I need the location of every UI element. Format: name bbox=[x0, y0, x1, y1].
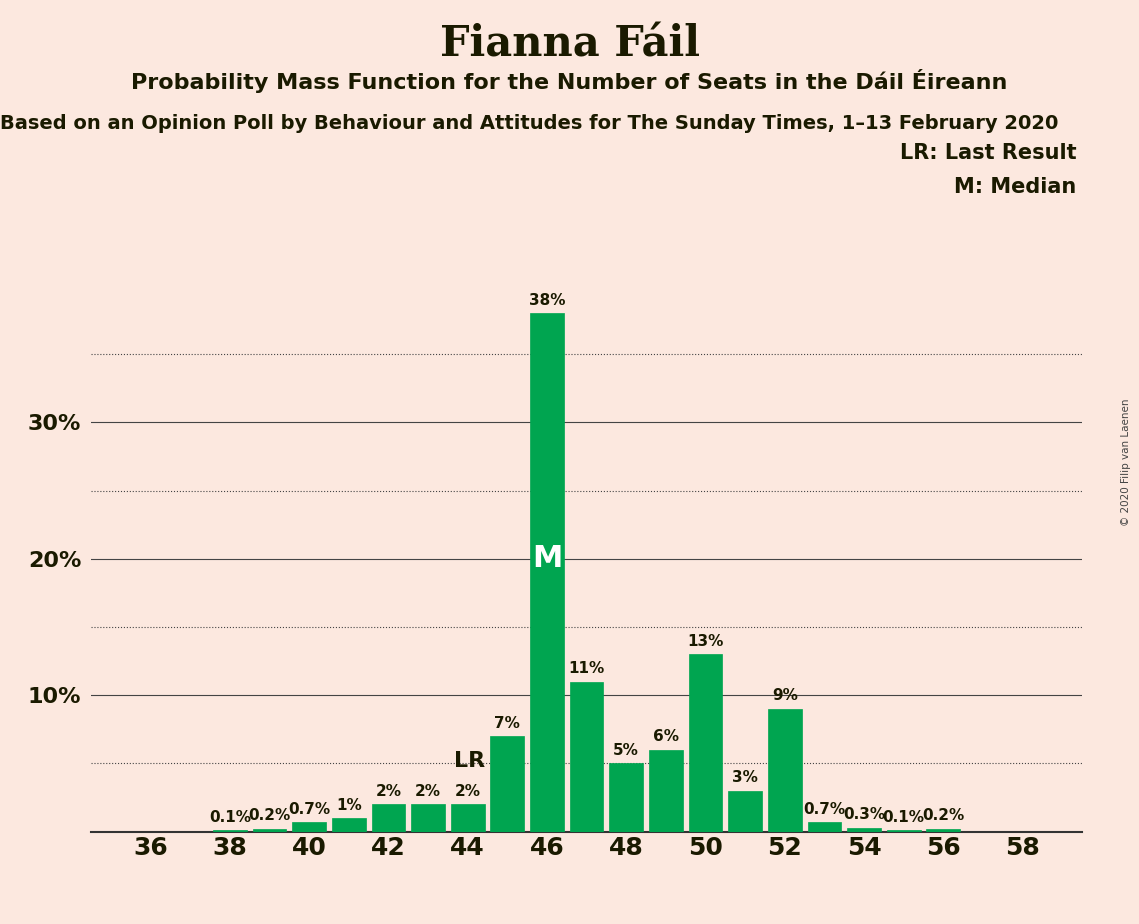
Text: 3%: 3% bbox=[732, 771, 759, 785]
Bar bbox=[331, 818, 366, 832]
Text: 5%: 5% bbox=[613, 743, 639, 758]
Text: 13%: 13% bbox=[687, 634, 723, 649]
Text: 6%: 6% bbox=[653, 729, 679, 745]
Text: 0.7%: 0.7% bbox=[803, 802, 845, 817]
Bar bbox=[689, 654, 722, 832]
Text: 11%: 11% bbox=[568, 661, 605, 676]
Bar bbox=[371, 804, 405, 832]
Bar bbox=[768, 709, 802, 832]
Bar bbox=[808, 822, 842, 832]
Bar bbox=[649, 749, 682, 832]
Bar bbox=[609, 763, 644, 832]
Text: 1%: 1% bbox=[336, 797, 362, 812]
Bar bbox=[570, 682, 604, 832]
Text: 38%: 38% bbox=[528, 293, 565, 308]
Text: 0.1%: 0.1% bbox=[883, 809, 925, 825]
Text: 0.7%: 0.7% bbox=[288, 802, 330, 817]
Bar bbox=[213, 831, 247, 832]
Text: 2%: 2% bbox=[376, 784, 401, 799]
Text: 9%: 9% bbox=[772, 688, 797, 703]
Text: 7%: 7% bbox=[494, 716, 521, 731]
Bar bbox=[887, 831, 920, 832]
Text: 2%: 2% bbox=[454, 784, 481, 799]
Text: Based on an Opinion Poll by Behaviour and Attitudes for The Sunday Times, 1–13 F: Based on an Opinion Poll by Behaviour an… bbox=[0, 114, 1058, 133]
Bar bbox=[847, 828, 880, 832]
Text: 0.2%: 0.2% bbox=[248, 808, 290, 823]
Text: 2%: 2% bbox=[415, 784, 441, 799]
Text: M: Median: M: Median bbox=[954, 177, 1076, 198]
Text: 0.2%: 0.2% bbox=[923, 808, 965, 823]
Bar bbox=[926, 829, 960, 832]
Bar bbox=[293, 822, 326, 832]
Bar bbox=[728, 791, 762, 832]
Bar bbox=[491, 736, 524, 832]
Bar bbox=[411, 804, 445, 832]
Bar bbox=[253, 829, 286, 832]
Text: Probability Mass Function for the Number of Seats in the Dáil Éireann: Probability Mass Function for the Number… bbox=[131, 69, 1008, 93]
Text: M: M bbox=[532, 544, 563, 573]
Text: © 2020 Filip van Laenen: © 2020 Filip van Laenen bbox=[1121, 398, 1131, 526]
Text: 0.3%: 0.3% bbox=[843, 807, 885, 822]
Text: 0.1%: 0.1% bbox=[208, 809, 251, 825]
Bar bbox=[530, 313, 564, 832]
Text: LR: Last Result: LR: Last Result bbox=[900, 143, 1076, 164]
Text: Fianna Fáil: Fianna Fáil bbox=[440, 23, 699, 65]
Text: LR: LR bbox=[454, 750, 485, 771]
Bar bbox=[451, 804, 484, 832]
